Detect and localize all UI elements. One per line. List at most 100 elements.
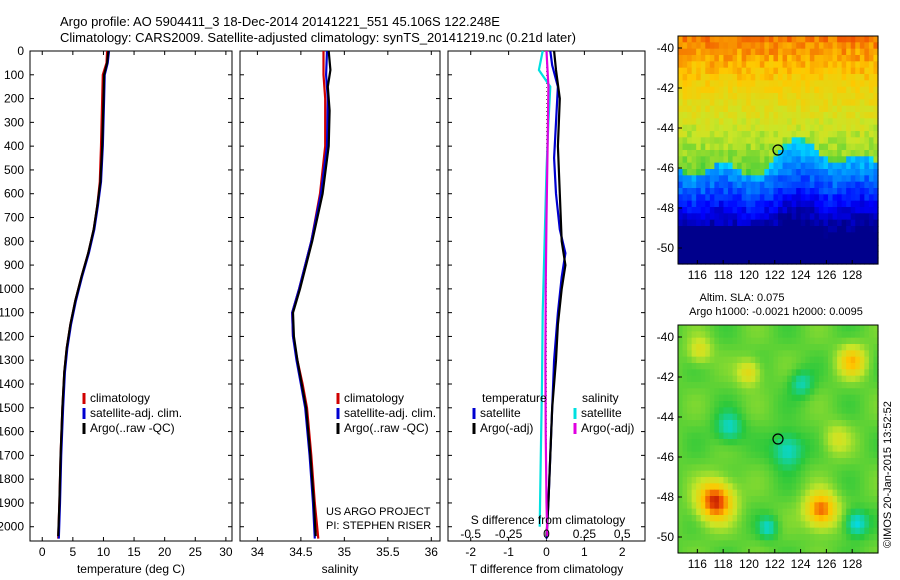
map-cell [818, 257, 825, 265]
map-cell [768, 458, 775, 465]
map-cell [832, 112, 838, 119]
map-cell [709, 36, 715, 43]
map-cell [773, 150, 779, 157]
map-cell [737, 36, 743, 43]
map-cell [700, 534, 706, 541]
map-cell [705, 67, 711, 75]
map-cell [778, 325, 784, 332]
map-cell [728, 325, 734, 332]
map-cell [850, 413, 856, 421]
map-cell [782, 388, 788, 396]
map-cell [823, 238, 829, 246]
map-cell [814, 394, 820, 402]
map-cell [796, 502, 802, 510]
map-cell [805, 105, 811, 113]
map-cell [782, 137, 788, 145]
map-cell [741, 181, 747, 189]
map-cell [805, 219, 811, 227]
map-cell [773, 546, 779, 554]
map-cell [818, 407, 825, 415]
map-cell [814, 464, 820, 472]
map-cell [714, 194, 720, 202]
map-cell [682, 489, 688, 497]
map-cell [759, 169, 765, 176]
map-cell [814, 257, 820, 265]
map-cell [718, 226, 725, 233]
map-cell [691, 420, 697, 427]
map-cell [818, 369, 825, 377]
map-cell [855, 458, 861, 465]
map-cell [768, 388, 775, 396]
map-cell [778, 112, 784, 119]
map-cell [691, 337, 697, 345]
map-cell [723, 477, 729, 484]
map-cell [678, 401, 684, 408]
map-cell [841, 540, 847, 548]
map-cell [746, 508, 752, 516]
map-cell [714, 238, 720, 246]
map-cell [755, 407, 761, 415]
map-cell [791, 213, 797, 221]
map-cell [741, 369, 747, 377]
map-cell [678, 251, 684, 259]
map-cell [787, 540, 793, 548]
map-cell [828, 388, 834, 396]
map-cell [773, 464, 779, 472]
map-cell [759, 363, 765, 370]
map-cell [828, 118, 834, 126]
map-cell [687, 521, 693, 529]
map-cell [818, 238, 825, 246]
map-cell [828, 48, 834, 56]
map-cell [850, 464, 856, 472]
map-cell [705, 162, 711, 170]
map-cell [764, 451, 770, 459]
map-cell [800, 86, 806, 94]
map-cell [787, 502, 793, 510]
map-cell [687, 489, 693, 497]
map-cell [687, 251, 693, 259]
map-cell [814, 80, 820, 88]
map-cell [709, 251, 715, 259]
map-cell [750, 489, 756, 497]
map-cell [814, 124, 820, 132]
map-cell [805, 36, 811, 43]
map-cell [714, 401, 720, 408]
map-cell [705, 325, 711, 332]
map-cell [714, 527, 720, 535]
map-cell [768, 401, 775, 408]
map-cell [723, 540, 729, 548]
figure-title-line2: Climatology: CARS2009. Satellite-adjuste… [60, 30, 576, 45]
map-cell [682, 420, 688, 427]
map-cell [764, 181, 770, 189]
map-cell [741, 105, 747, 113]
map-cell [750, 445, 756, 453]
map-cell [787, 207, 793, 214]
map-cell [723, 337, 729, 345]
map-cell [868, 238, 875, 246]
map-cell [873, 356, 879, 364]
map-cell [746, 388, 752, 396]
map-cell [746, 369, 752, 377]
map-cell [755, 67, 761, 75]
map-cell [782, 325, 788, 332]
map-cell [800, 118, 806, 126]
map-cell [705, 80, 711, 88]
map-cell [859, 451, 865, 459]
map-cell [746, 407, 752, 415]
map-cell [823, 162, 829, 170]
map-cell [832, 105, 838, 113]
map-cell [759, 502, 765, 510]
map-cell [700, 515, 706, 522]
map-cell [814, 48, 820, 56]
map-cell [778, 61, 784, 69]
map-cell [728, 36, 734, 43]
map-cell [778, 257, 784, 265]
map-cell [764, 337, 770, 345]
map-cell [841, 169, 847, 176]
map-cell [764, 226, 770, 233]
map-cell [859, 162, 865, 170]
map-cell [855, 131, 861, 138]
map-cell [714, 534, 720, 541]
map-cell [787, 67, 793, 75]
